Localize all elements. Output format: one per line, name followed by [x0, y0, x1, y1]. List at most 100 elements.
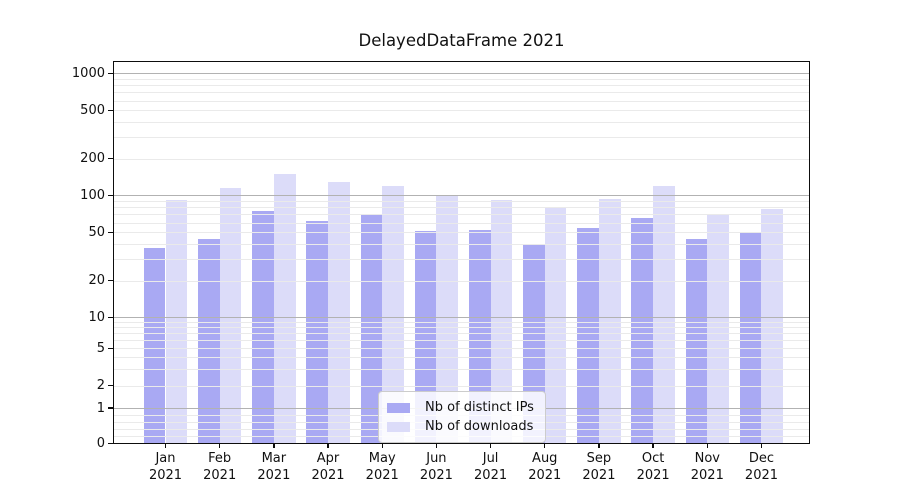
y-tick-mark — [108, 384, 113, 387]
bar-downloads-may — [382, 185, 404, 444]
x-tick-mark — [760, 444, 763, 448]
bar-ips-nov — [685, 238, 708, 444]
legend: Nb of distinct IPs Nb of downloads — [378, 391, 546, 443]
x-tick-mark — [218, 444, 221, 448]
x-tick-label: Jan 2021 — [148, 451, 183, 483]
x-tick-label: Apr 2021 — [311, 451, 345, 483]
minor-gridline — [114, 348, 809, 350]
y-tick-label: 1000 — [71, 66, 105, 81]
x-tick-label: May 2021 — [365, 451, 399, 483]
x-tick-label: Jun 2021 — [419, 451, 453, 483]
y-tick-label: 10 — [88, 310, 105, 325]
legend-swatch-downloads — [387, 421, 410, 432]
legend-item: Nb of downloads — [387, 417, 535, 436]
minor-gridline — [114, 327, 809, 329]
y-tick-mark — [108, 72, 113, 75]
minor-gridline — [114, 357, 809, 359]
y-tick-mark — [108, 407, 113, 409]
bar-ips-apr — [306, 220, 329, 444]
bar-ips-jun — [414, 231, 437, 444]
x-tick-label: Mar 2021 — [257, 451, 291, 483]
minor-gridline — [114, 321, 809, 323]
bar-ips-sep — [577, 228, 599, 444]
bar-downloads-oct — [653, 185, 675, 444]
bar-downloads-dec — [761, 209, 784, 444]
y-tick-label: 100 — [80, 188, 105, 203]
minor-gridline — [114, 222, 809, 224]
y-tick-label: 5 — [96, 340, 105, 356]
bar-ips-dec — [739, 232, 762, 444]
y-tick-mark — [108, 158, 113, 160]
minor-gridline — [114, 214, 809, 216]
y-tick-mark — [108, 280, 113, 282]
x-tick-mark — [164, 444, 167, 448]
y-tick-mark — [108, 231, 113, 233]
x-tick-mark — [652, 444, 654, 448]
bar-ips-oct — [631, 217, 654, 444]
y-tick-label: 200 — [80, 151, 105, 167]
y-tick-label: 1 — [96, 400, 105, 416]
minor-gridline — [114, 207, 809, 209]
minor-gridline — [114, 201, 809, 203]
minor-gridline — [114, 369, 809, 371]
y-tick-label: 500 — [80, 102, 105, 118]
bar-ips-jul — [468, 230, 491, 444]
minor-gridline — [114, 333, 809, 335]
legend-swatch-ips — [387, 402, 410, 413]
x-tick-label: Sep 2021 — [582, 451, 616, 483]
minor-gridline — [114, 385, 809, 387]
minor-gridline — [114, 244, 809, 246]
minor-gridline — [114, 232, 809, 234]
minor-gridline — [114, 122, 809, 124]
bar-downloads-feb — [219, 188, 242, 444]
y-tick-mark — [108, 109, 113, 111]
minor-gridline — [114, 92, 809, 94]
y-tick-mark — [108, 316, 113, 319]
y-tick-label: 50 — [88, 224, 105, 240]
bar-ips-jan — [143, 248, 166, 444]
y-tick-label: 20 — [88, 273, 105, 289]
bar-downloads-apr — [328, 182, 350, 444]
legend-label: Nb of downloads — [425, 419, 534, 434]
plot-area: 0 1 2 5 10 20 50 100 200 500 1000 Jan 2021 Feb 2021 Mar… — [72, 61, 810, 483]
x-tick-mark — [381, 444, 383, 448]
bar-downloads-jun — [436, 195, 459, 444]
chart-title: DelayedDataFrame 2021 — [358, 31, 565, 50]
y-tick-label: 0 — [96, 436, 105, 451]
minor-gridline — [114, 137, 809, 139]
x-tick-mark — [327, 444, 329, 448]
x-tick-mark — [706, 444, 708, 448]
minor-gridline — [114, 259, 809, 261]
y-tick-mark — [108, 442, 113, 445]
minor-gridline — [114, 158, 809, 160]
bar-downloads-nov — [707, 214, 729, 444]
x-tick-mark — [489, 444, 492, 448]
minor-gridline — [114, 85, 809, 87]
x-tick-label: Nov 2021 — [690, 451, 724, 483]
minor-gridline — [114, 79, 809, 81]
major-gridline — [114, 317, 809, 318]
minor-gridline — [114, 280, 809, 282]
x-tick-mark — [598, 444, 600, 448]
x-tick-label: Dec 2021 — [744, 451, 779, 483]
y-tick-mark — [108, 347, 113, 349]
x-tick-label: Feb 2021 — [203, 451, 237, 483]
x-tick-label: Aug 2021 — [528, 451, 562, 483]
minor-gridline — [114, 110, 809, 112]
minor-gridline — [114, 100, 809, 102]
x-tick-label: Jul 2021 — [474, 451, 508, 483]
y-tick-label: 2 — [96, 378, 105, 393]
major-gridline — [114, 195, 809, 196]
minor-gridline — [114, 340, 809, 342]
y-tick-mark — [108, 194, 113, 197]
bar-downloads-mar — [273, 174, 296, 444]
legend-item: Nb of distinct IPs — [387, 398, 535, 417]
x-tick-label: Oct 2021 — [636, 451, 670, 483]
x-tick-mark — [544, 444, 546, 448]
major-gridline — [114, 73, 809, 74]
x-tick-mark — [435, 444, 438, 448]
x-tick-mark — [273, 444, 275, 448]
bar-downloads-jan — [165, 199, 188, 444]
bar-downloads-aug — [544, 207, 567, 444]
